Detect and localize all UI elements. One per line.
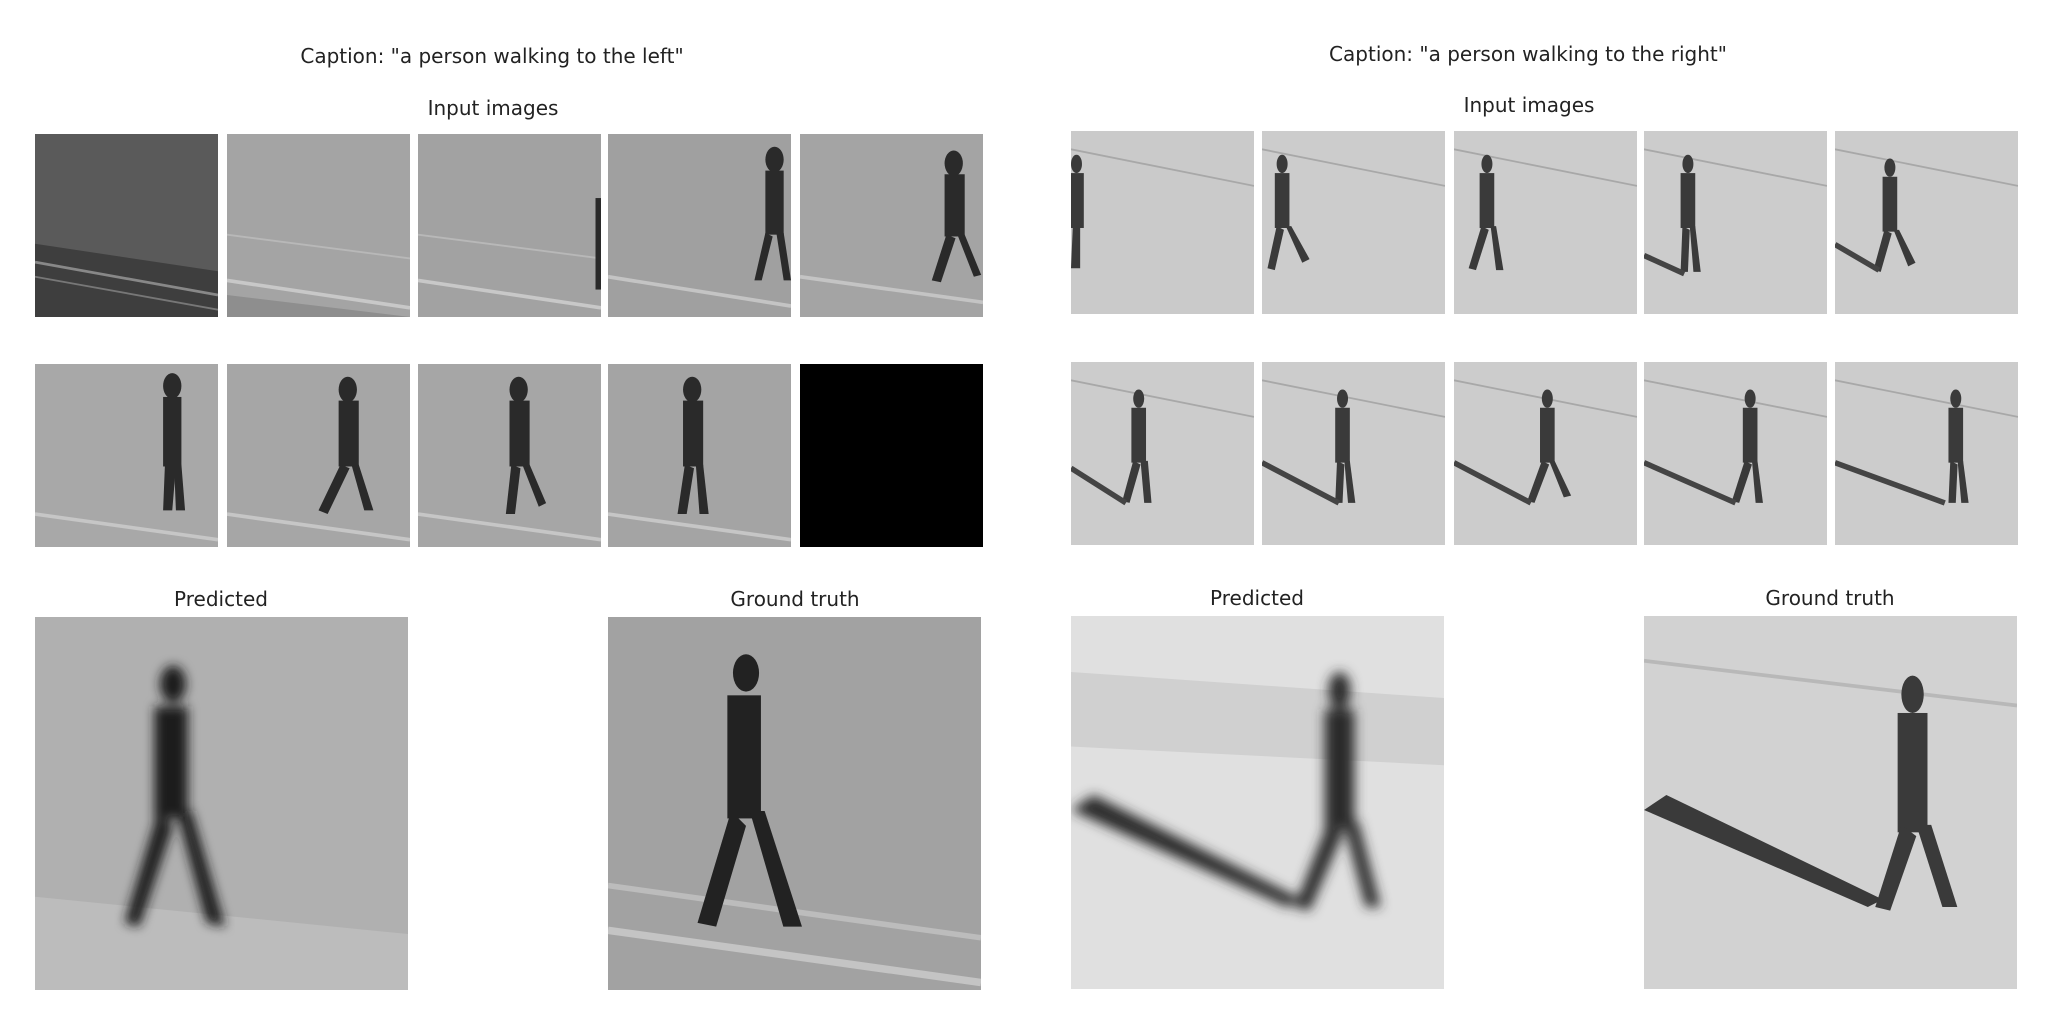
input-frame-left-2 <box>227 134 410 317</box>
predicted-label-left: Predicted <box>174 587 268 611</box>
input-frame-right-1 <box>1071 131 1254 314</box>
input-frame-left-6 <box>35 364 218 547</box>
input-frame-right-6 <box>1071 362 1254 545</box>
input-frame-right-7 <box>1262 362 1445 545</box>
input-frame-right-2 <box>1262 131 1445 314</box>
caption-right: Caption: "a person walking to the right" <box>1329 42 1727 66</box>
left-example-panel: Caption: "a person walking to the left" … <box>35 44 983 990</box>
ground-truth-label-right: Ground truth <box>1765 586 1895 610</box>
input-frame-left-4 <box>608 134 791 317</box>
input-frame-right-8 <box>1454 362 1637 545</box>
input-frame-right-3 <box>1454 131 1637 314</box>
predicted-label-right: Predicted <box>1210 586 1304 610</box>
input-frame-left-7 <box>227 364 410 547</box>
ground-truth-image-right <box>1644 616 2017 989</box>
input-frame-left-5 <box>800 134 983 317</box>
input-frame-left-1 <box>35 134 218 317</box>
input-frame-left-9 <box>608 364 791 547</box>
predicted-image-right <box>1071 616 1444 989</box>
input-frame-left-3 <box>418 134 601 317</box>
input-frame-right-10 <box>1835 362 2018 545</box>
input-images-label-left: Input images <box>427 96 559 120</box>
ground-truth-image-left <box>608 617 981 990</box>
input-frame-right-9 <box>1644 362 1827 545</box>
right-example-panel: Caption: "a person walking to the right"… <box>1024 0 2048 1026</box>
input-images-label-right: Input images <box>1463 93 1595 117</box>
input-frame-left-8 <box>418 364 601 547</box>
input-frame-right-4 <box>1644 131 1827 314</box>
ground-truth-label-left: Ground truth <box>730 587 860 611</box>
caption-left: Caption: "a person walking to the left" <box>300 44 684 68</box>
predicted-image-left <box>35 617 408 990</box>
input-frame-left-10-masked <box>800 364 983 547</box>
input-frame-right-5 <box>1835 131 2018 314</box>
